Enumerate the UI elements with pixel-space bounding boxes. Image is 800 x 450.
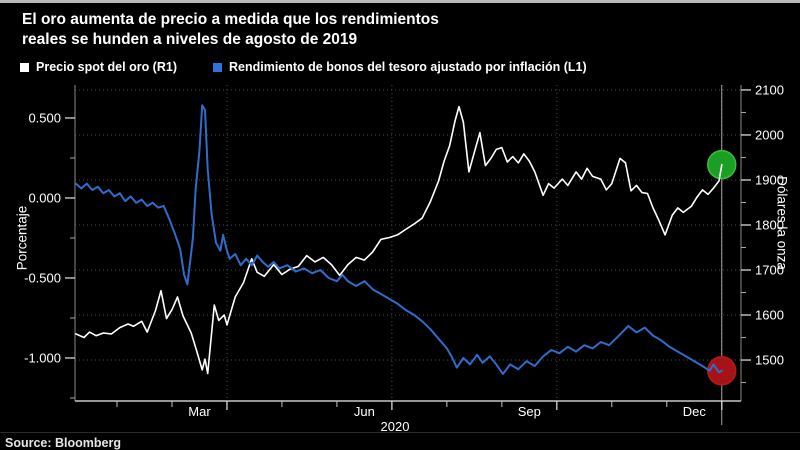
legend-item-yield[interactable]: Rendimiento de bonos del tesoro ajustado… — [213, 60, 587, 74]
left-axis-tick-label: -1.000 — [24, 350, 61, 365]
gold-legend-label: Precio spot del oro (R1) — [36, 60, 177, 74]
month-label: Jun — [354, 404, 375, 419]
legend-item-gold[interactable]: Precio spot del oro (R1) — [20, 60, 177, 74]
right-axis-tick-label: 1500 — [755, 353, 784, 368]
month-label: Dec — [683, 404, 707, 419]
month-label: Mar — [188, 404, 211, 419]
chart-title-line1: El oro aumenta de precio a medida que lo… — [22, 11, 439, 28]
right-axis-tick-label: 1600 — [755, 308, 784, 323]
footer-bar: Source: Bloomberg — [0, 432, 800, 450]
right-axis-tick-label: 2100 — [755, 82, 784, 97]
left-axis-tick-label: 0.000 — [28, 190, 61, 205]
left-axis-tick-label: -0.500 — [24, 270, 61, 285]
right-axis-tick-label: 1700 — [755, 263, 784, 278]
gold-line — [75, 105, 723, 375]
x-axis-year-label: 2020 — [380, 419, 410, 434]
yield-legend-label: Rendimiento de bonos del tesoro ajustado… — [229, 60, 587, 74]
source-credit: Source: Bloomberg — [5, 436, 121, 450]
chart-title: El oro aumenta de precio a medida que lo… — [22, 10, 439, 50]
right-axis-tick-label: 2000 — [755, 127, 784, 142]
chart-plot-area[interactable]: 0.500 0.000 -0.500 -1.000 2100 2000 1900 1800 17… — [0, 3, 800, 450]
right-axis-tick-label: 1800 — [755, 217, 784, 232]
month-label: Sep — [518, 404, 541, 419]
yield-line — [74, 104, 723, 375]
chart-title-line2: reales se hunden a niveles de agosto de … — [22, 31, 358, 48]
right-axis-tick-label: 1900 — [755, 172, 784, 187]
gold-legend-swatch-icon — [20, 62, 29, 72]
left-axis-tick-label: 0.500 — [28, 110, 61, 125]
yield-legend-swatch-icon — [213, 62, 222, 72]
